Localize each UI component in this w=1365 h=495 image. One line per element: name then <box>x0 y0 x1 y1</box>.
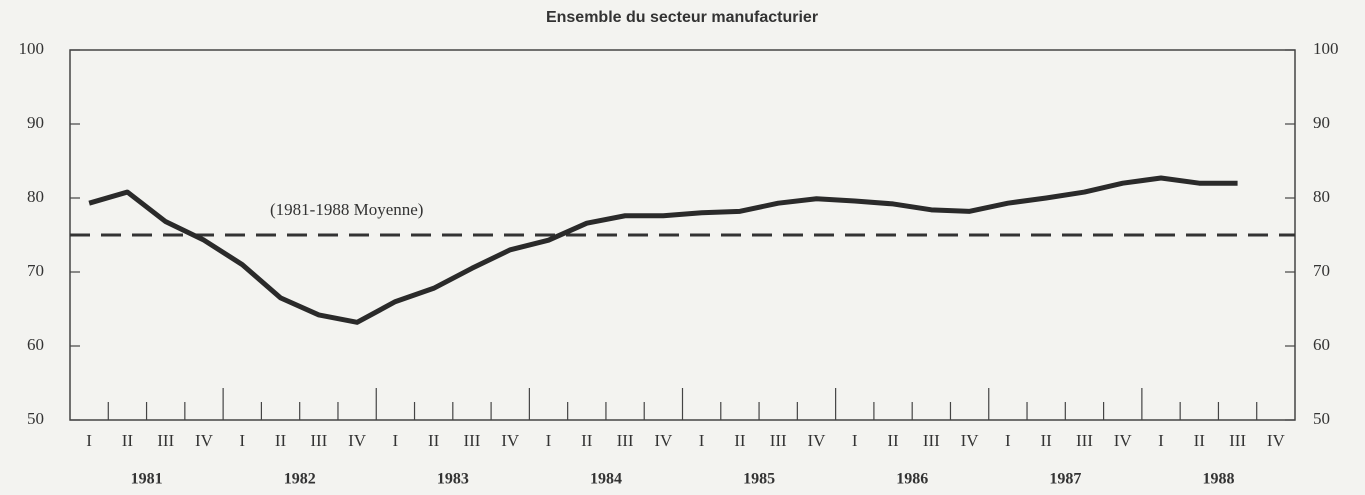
reference-label: (1981-1988 Moyenne) <box>270 200 423 219</box>
y-tick-label: 80 <box>27 187 44 206</box>
year-label: 1987 <box>1049 471 1081 488</box>
y-tick-label: 100 <box>19 39 45 58</box>
year-label: 1988 <box>1202 471 1234 488</box>
x-tick-label: I <box>393 431 399 450</box>
data-line <box>88 175 1238 325</box>
x-tick-label: I <box>699 431 705 450</box>
x-tick-label: I <box>239 431 245 450</box>
x-tick-label: II <box>1194 431 1206 450</box>
y2-tick-label: 90 <box>1313 113 1330 132</box>
x-tick-label: III <box>770 431 787 450</box>
x-tick-label: IV <box>808 431 827 450</box>
y2-tick-label: 80 <box>1313 187 1330 206</box>
x-tick-label: IV <box>195 431 214 450</box>
y2-tick-label: 100 <box>1313 39 1339 58</box>
x-tick-label: II <box>1041 431 1053 450</box>
y-tick-label: 70 <box>27 261 44 280</box>
x-tick-label: I <box>1005 431 1011 450</box>
x-tick-label: IV <box>501 431 520 450</box>
x-tick-label: III <box>923 431 940 450</box>
x-tick-label: IV <box>961 431 980 450</box>
x-tick-label: I <box>86 431 92 450</box>
x-tick-label: III <box>617 431 634 450</box>
y2-tick-label: 60 <box>1313 335 1330 354</box>
y-tick-label: 50 <box>27 409 44 428</box>
x-tick-label: IV <box>348 431 367 450</box>
x-tick-label: I <box>546 431 552 450</box>
year-label: 1981 <box>131 471 163 488</box>
x-tick-label: I <box>852 431 858 450</box>
year-label: 1984 <box>590 471 622 488</box>
x-tick-label: I <box>1158 431 1164 450</box>
year-label: 1985 <box>743 471 775 488</box>
x-tick-label: III <box>1229 431 1246 450</box>
x-tick-label: IV <box>654 431 673 450</box>
year-label: 1982 <box>284 471 316 488</box>
x-tick-label: II <box>887 431 899 450</box>
x-tick-label: III <box>310 431 327 450</box>
x-tick-label: III <box>157 431 174 450</box>
x-tick-label: IV <box>1114 431 1133 450</box>
x-tick-label: II <box>428 431 440 450</box>
x-tick-label: II <box>734 431 746 450</box>
x-tick-label: IV <box>1267 431 1286 450</box>
x-tick-label: II <box>581 431 593 450</box>
x-tick-label: III <box>1076 431 1093 450</box>
x-tick-label: II <box>122 431 134 450</box>
y2-tick-label: 70 <box>1313 261 1330 280</box>
chart-title: Ensemble du secteur manufacturier <box>546 9 818 26</box>
year-label: 1983 <box>437 471 469 488</box>
x-tick-label: II <box>275 431 287 450</box>
x-tick-label: III <box>463 431 480 450</box>
y-tick-label: 90 <box>27 113 44 132</box>
y2-tick-label: 50 <box>1313 409 1330 428</box>
y-tick-label: 60 <box>27 335 44 354</box>
year-label: 1986 <box>896 471 928 488</box>
